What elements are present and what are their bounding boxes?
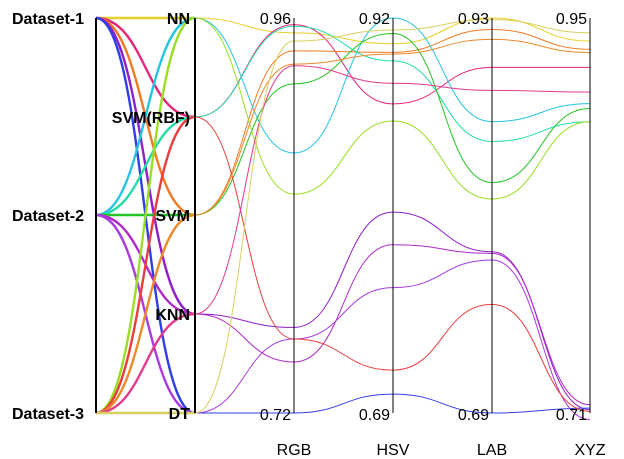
axis-min-label-rgb: 0.72	[260, 407, 291, 424]
classifier-label-dt: DT	[169, 406, 191, 423]
axis-max-label-hsv: 0.92	[359, 11, 390, 28]
series-line-dataset-3-dt	[194, 19, 591, 414]
series-line-dataset-1-svm-rbf	[194, 24, 590, 118]
dataset-classifier-ribbons	[95, 16, 196, 415]
classifier-label-nn: NN	[167, 11, 190, 28]
series-line-dataset-3-svm	[194, 38, 591, 216]
axis-min-label-lab: 0.69	[458, 407, 489, 424]
ribbon-dataset-2-svm-rbf	[95, 115, 196, 217]
ribbon-dataset-2-nn	[95, 16, 196, 217]
axes	[95, 18, 591, 413]
series-line-dataset-3-knn	[194, 65, 591, 315]
ribbon-dataset-3-svm	[95, 213, 196, 415]
dataset-label-dataset-1: Dataset-1	[12, 11, 84, 28]
series-line-dataset-2-nn	[194, 17, 591, 154]
axis-name-xyz: XYZ	[574, 442, 605, 459]
axis-name-lab: LAB	[477, 442, 507, 459]
ribbon-dataset-3-svm-rbf	[95, 115, 196, 415]
classifier-label-svm-rbf: SVM(RBF)	[112, 110, 190, 127]
dataset-label-dataset-2: Dataset-2	[12, 208, 84, 225]
series-line-dataset-1-svm	[194, 29, 591, 216]
ribbon-dataset-3-nn	[95, 16, 196, 415]
axis-name-hsv: HSV	[377, 442, 410, 459]
axis-max-label-lab: 0.93	[458, 11, 489, 28]
classifier-label-svm: SVM	[155, 208, 190, 225]
ribbon-dataset-1-svm-rbf	[95, 16, 196, 119]
series-line-dataset-3-nn	[194, 17, 591, 200]
axis-min-label-xyz: 0.71	[556, 407, 587, 424]
ribbon-dataset-3-knn	[95, 312, 196, 415]
dataset-label-dataset-3: Dataset-3	[12, 406, 84, 423]
axis-min-label-hsv: 0.69	[359, 407, 390, 424]
axis-max-label-rgb: 0.96	[260, 11, 291, 28]
axis-name-rgb: RGB	[277, 442, 312, 459]
axis-max-label-xyz: 0.95	[556, 11, 587, 28]
labels: Dataset-1 Dataset-2 Dataset-3 NN SVM(RBF) SVM…	[12, 11, 606, 459]
classifier-label-knn: KNN	[155, 307, 190, 324]
